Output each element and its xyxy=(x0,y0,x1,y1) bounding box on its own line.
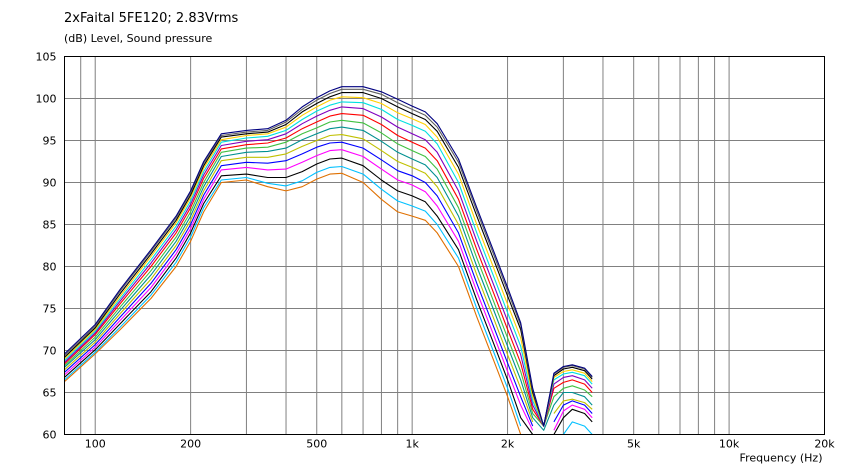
y-tick-label: 95 xyxy=(43,135,57,148)
series-line-3 xyxy=(64,157,593,435)
series-line-7 xyxy=(64,126,593,431)
x-tick-label: 500 xyxy=(306,438,327,451)
y-tick-label: 65 xyxy=(43,387,57,400)
y-axis-label: (dB) Level, Sound pressure xyxy=(64,32,213,45)
series-line-1 xyxy=(64,172,522,435)
series-line-4 xyxy=(64,149,593,431)
x-tick-label: 5k xyxy=(627,438,641,451)
series-line-10 xyxy=(64,106,593,427)
x-tick-label: 10k xyxy=(719,438,740,451)
y-tick-label: 105 xyxy=(36,51,57,64)
series-line-9 xyxy=(64,113,593,427)
y-tick-labels: 60 65 70 75 80 85 90 95 100 105 xyxy=(36,51,57,442)
x-tick-labels: 100 200 500 1k 2k 5k 10k 20k xyxy=(85,438,836,451)
y-tick-label: 85 xyxy=(43,219,57,232)
series-line-5 xyxy=(64,141,593,427)
x-tick-label: 2k xyxy=(501,438,515,451)
plot-frame xyxy=(64,56,825,435)
y-tick-label: 75 xyxy=(43,303,57,316)
x-axis-label: Frequency (Hz) xyxy=(740,452,823,465)
series-line-8 xyxy=(64,119,593,427)
chart-title: 2xFaital 5FE120; 2.83Vrms xyxy=(64,11,239,26)
x-tick-label: 20k xyxy=(814,438,835,451)
y-tick-label: 60 xyxy=(43,429,57,442)
y-tick-label: 80 xyxy=(43,261,57,274)
series-line-15 xyxy=(64,86,593,427)
y-tick-label: 100 xyxy=(36,93,57,106)
x-tick-label: 200 xyxy=(180,438,201,451)
x-tick-label: 1k xyxy=(405,438,419,451)
y-tick-label: 90 xyxy=(43,177,57,190)
curves xyxy=(64,86,593,435)
series-line-6 xyxy=(64,134,593,423)
series-line-2 xyxy=(64,165,593,435)
x-tick-label: 100 xyxy=(85,438,106,451)
y-tick-label: 70 xyxy=(43,345,57,358)
